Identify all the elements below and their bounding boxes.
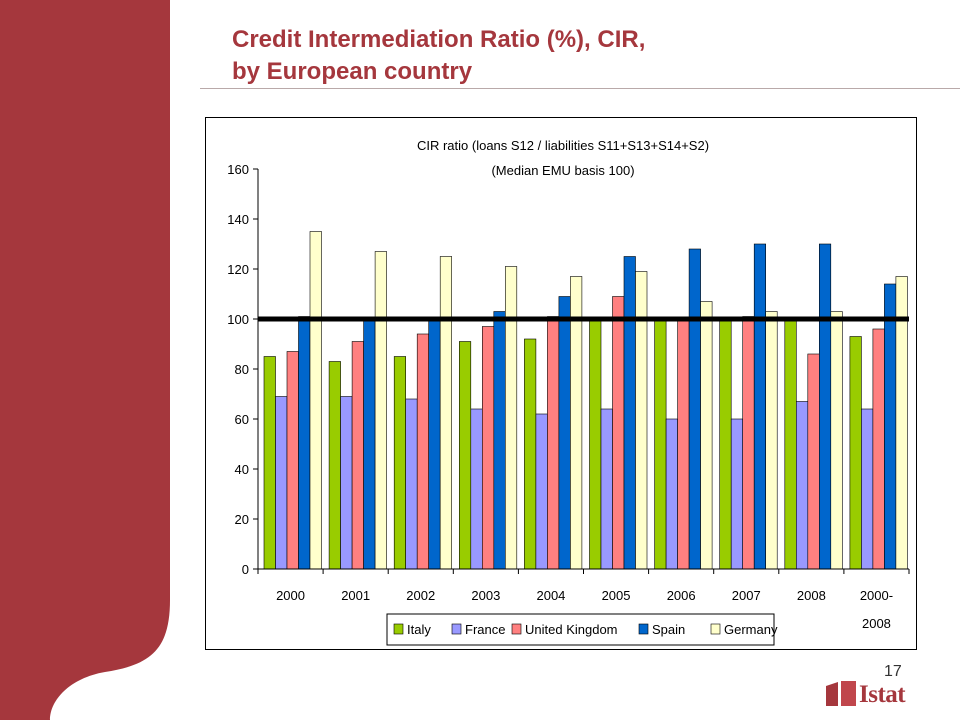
y-tick-label: 160 <box>227 162 249 177</box>
legend-swatch <box>710 623 721 635</box>
legend-box <box>386 613 775 646</box>
bar-france <box>405 398 418 570</box>
bar-spain <box>818 243 832 570</box>
bar-germany <box>504 266 518 570</box>
bar-united-kingdom <box>872 328 885 570</box>
bar-chart: CIR ratio (loans S12 / liabilities S11+S… <box>227 138 910 646</box>
istat-logo-mark-icon <box>826 681 856 706</box>
bar-united-kingdom <box>416 333 429 570</box>
bar-germany <box>439 256 452 570</box>
bar-germany <box>765 311 778 570</box>
legend-swatch <box>393 623 404 635</box>
bar-italy <box>849 336 862 570</box>
bar-spain <box>753 243 767 570</box>
title-divider <box>200 88 960 89</box>
bar-united-kingdom <box>677 318 690 570</box>
x-tick-label: 2006 <box>667 588 696 603</box>
legend-swatch <box>511 623 522 635</box>
bar-france <box>275 396 288 570</box>
bar-germany <box>700 301 713 570</box>
bar-france <box>535 413 548 570</box>
istat-logo: Istat <box>826 680 918 708</box>
legend-swatch <box>451 623 462 635</box>
bar-italy <box>263 356 276 570</box>
x-tick-label: 2000 <box>276 588 305 603</box>
legend-label: Spain <box>652 622 685 637</box>
bar-italy <box>328 361 341 570</box>
y-tick-label: 140 <box>227 212 249 227</box>
y-tick-label: 0 <box>242 562 249 577</box>
bar-spain <box>493 311 506 570</box>
page-number: 17 <box>884 663 902 680</box>
chart-subtitle: (Median EMU basis 100) <box>491 163 634 178</box>
bar-france <box>665 418 678 570</box>
legend-label: Italy <box>407 622 431 637</box>
x-tick-label: 2005 <box>602 588 631 603</box>
legend: Italy France United Kingdom Spain Germany <box>386 613 778 646</box>
istat-logo-text: Istat <box>859 681 906 708</box>
legend-swatch <box>638 623 649 635</box>
x-axis: 2000 2001 2002 2003 2004 2005 2006 2007 2008 2000… <box>257 568 910 631</box>
bar-italy <box>459 341 472 570</box>
bar-germany <box>309 231 322 570</box>
chart-title: CIR ratio (loans S12 / liabilities S11+S… <box>417 138 709 153</box>
bar-france <box>795 401 809 570</box>
bars <box>263 231 908 570</box>
x-tick-label: 2001 <box>341 588 370 603</box>
bar-united-kingdom <box>807 353 820 570</box>
bar-italy <box>654 318 667 570</box>
bar-germany <box>830 311 843 570</box>
legend-label: France <box>465 622 505 637</box>
page-title: Credit Intermediation Ratio (%), CIR, by… <box>232 24 645 88</box>
bar-france <box>730 418 744 570</box>
y-tick-label: 60 <box>235 412 249 427</box>
bar-united-kingdom <box>481 326 495 570</box>
bar-france <box>861 408 874 570</box>
bar-italy <box>589 318 602 570</box>
bar-italy <box>784 318 797 570</box>
y-tick-label: 100 <box>227 312 249 327</box>
page-title-line-2: by European country <box>232 58 473 85</box>
bar-united-kingdom <box>612 296 625 570</box>
bar-italy <box>719 318 732 570</box>
y-tick-label: 120 <box>227 262 249 277</box>
bar-spain <box>298 316 311 570</box>
chart-frame: CIR ratio (loans S12 / liabilities S11+S… <box>205 117 917 650</box>
bar-united-kingdom <box>286 351 299 570</box>
bar-spain <box>428 318 441 570</box>
bar-united-kingdom <box>742 316 755 570</box>
bar-spain <box>623 256 636 570</box>
bar-germany <box>374 251 387 570</box>
bar-germany <box>635 271 648 570</box>
bar-france <box>470 408 483 570</box>
y-tick-label: 20 <box>235 512 249 527</box>
x-tick-label: 2003 <box>471 588 500 603</box>
y-tick-label: 80 <box>235 362 249 377</box>
bar-france <box>340 396 353 570</box>
x-tick-label: 2002 <box>406 588 435 603</box>
bar-france <box>600 408 613 570</box>
bar-united-kingdom <box>351 341 364 570</box>
bar-united-kingdom <box>547 316 560 570</box>
bar-spain <box>363 318 376 570</box>
bar-italy <box>393 356 406 570</box>
bar-spain <box>688 248 701 570</box>
bar-spain <box>558 296 571 570</box>
x-tick-label: 2000-2008 <box>860 588 893 631</box>
y-axis: 0 20 40 60 80 100 120 140 160 <box>227 162 259 577</box>
sidebar-decoration <box>0 0 170 720</box>
bar-italy <box>524 338 537 570</box>
x-tick-label: 2004 <box>536 588 565 603</box>
x-tick-label: 2007 <box>732 588 761 603</box>
x-tick-label: 2008 <box>797 588 826 603</box>
legend-label: Germany <box>724 622 778 637</box>
page-title-line-1: Credit Intermediation Ratio (%), CIR, <box>232 26 646 53</box>
y-tick-label: 40 <box>235 462 249 477</box>
bar-spain <box>884 283 897 570</box>
legend-label: United Kingdom <box>525 622 618 637</box>
